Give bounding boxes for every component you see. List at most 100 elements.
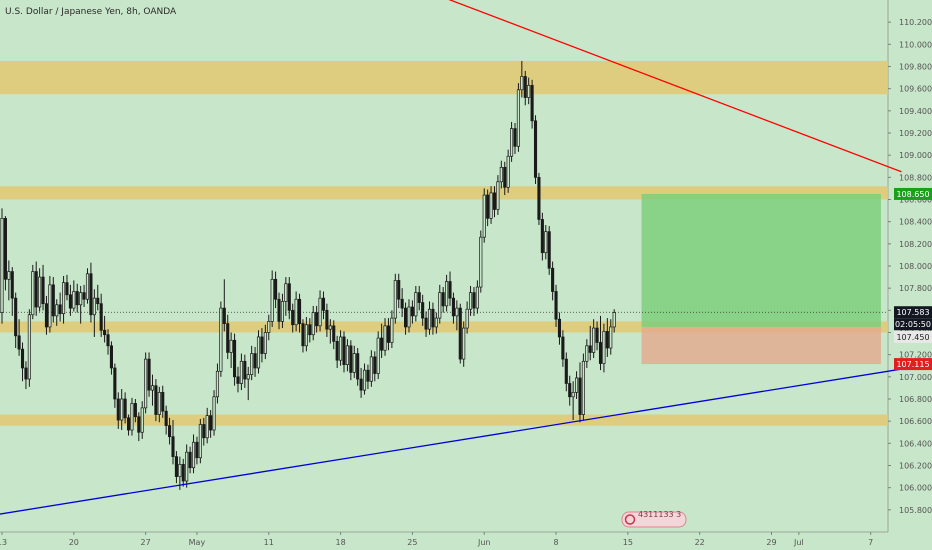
trendlines-layer [0, 0, 902, 515]
candle [263, 324, 267, 360]
candle-body-up [120, 398, 124, 421]
candle-body-up [62, 282, 66, 315]
candle [174, 451, 178, 484]
candle [38, 268, 42, 312]
candle [383, 318, 387, 356]
time-tick-label: 25 [407, 538, 417, 547]
candle-body-up [157, 392, 161, 415]
candle-body-down [253, 353, 257, 369]
candle-body-up [239, 360, 243, 384]
candle [284, 277, 288, 316]
candle [575, 371, 579, 399]
time-tick-label: 11 [264, 538, 274, 547]
candle-body-up [496, 181, 500, 210]
candle [154, 379, 158, 422]
bar-countdown-tag-label: 02:05:50 [895, 320, 931, 329]
last-price-tag-label: 107.583 [896, 308, 929, 317]
candle-body-up [575, 377, 579, 393]
candle-body-up [438, 292, 442, 319]
candle [62, 275, 66, 324]
candle-body-down [226, 323, 230, 353]
candle [3, 216, 7, 291]
candle [10, 267, 14, 316]
candle [270, 270, 274, 327]
candle-body-up [284, 283, 288, 302]
candle [250, 345, 254, 381]
candle [581, 353, 585, 421]
price-tick-label: 108.200 [899, 240, 932, 249]
candle-body-down [89, 273, 93, 316]
support-trendline[interactable] [0, 368, 902, 515]
candle-body-up [140, 407, 144, 433]
candle [376, 331, 380, 380]
bar-countdown-tag-bg [894, 318, 932, 331]
candle [602, 323, 606, 373]
candle [458, 303, 462, 364]
supply-demand-zone-1 [0, 60, 888, 95]
candle-body-up [270, 278, 274, 322]
candle [150, 374, 155, 406]
candle-body-down [448, 281, 452, 299]
candle [530, 79, 534, 129]
candle-body-up [229, 339, 233, 353]
candle [318, 290, 322, 332]
candle [431, 302, 435, 335]
candle [274, 271, 278, 309]
candle-body-down [533, 120, 538, 178]
candle [496, 175, 500, 216]
candle-body-up [0, 217, 4, 313]
candle [48, 275, 52, 333]
supply-demand-zone-3 [0, 321, 888, 333]
resistance-trendline[interactable] [276, 0, 902, 173]
candle-body-down [68, 294, 72, 309]
candle [342, 331, 346, 373]
candle-body-up [339, 336, 343, 361]
candle-body-down [260, 336, 264, 354]
candle-body-down [123, 398, 127, 419]
candle-body-up [85, 273, 90, 300]
target-price-tag-bg [894, 187, 932, 200]
candle-body-down [421, 302, 425, 319]
candle-body-down [530, 84, 534, 122]
candle [72, 280, 76, 312]
candle-body-down [106, 334, 110, 347]
candle [256, 330, 261, 374]
candle-body-down [209, 415, 213, 431]
stop-price-tag-bg [894, 358, 932, 371]
candle-body-down [116, 398, 120, 421]
candle-body-up [393, 280, 397, 319]
candle [253, 346, 257, 377]
candle [226, 314, 230, 360]
candle [359, 367, 363, 398]
candle-body-up [455, 307, 459, 317]
candle-body-up [506, 155, 510, 188]
last-price-tag-bg [894, 306, 932, 319]
candle-body-down [168, 425, 172, 438]
candle-body-up [185, 451, 189, 482]
candle-body-up [72, 291, 76, 309]
stop-zone-box[interactable] [641, 326, 881, 365]
candle-body-down [20, 348, 25, 369]
candle-body-up [48, 284, 52, 328]
candle [465, 301, 469, 334]
candle-body-down [332, 325, 336, 342]
candle [386, 318, 391, 351]
candle-body-up [191, 441, 196, 469]
candle-body-down [236, 376, 240, 384]
candle-body-down [472, 292, 476, 309]
candle-body-down [486, 194, 490, 219]
candle-body-up [219, 307, 223, 372]
candle-body-up [311, 312, 315, 336]
candle-body-down [195, 441, 199, 459]
candle [116, 392, 120, 429]
candle-body-up [489, 192, 493, 219]
candle [612, 309, 616, 333]
candle [34, 261, 38, 316]
time-tick-label: 7 [868, 538, 873, 547]
candle [414, 285, 418, 322]
candle-body-up [263, 332, 267, 354]
target-zone-box[interactable] [641, 193, 881, 327]
candle-body-up [445, 281, 449, 307]
